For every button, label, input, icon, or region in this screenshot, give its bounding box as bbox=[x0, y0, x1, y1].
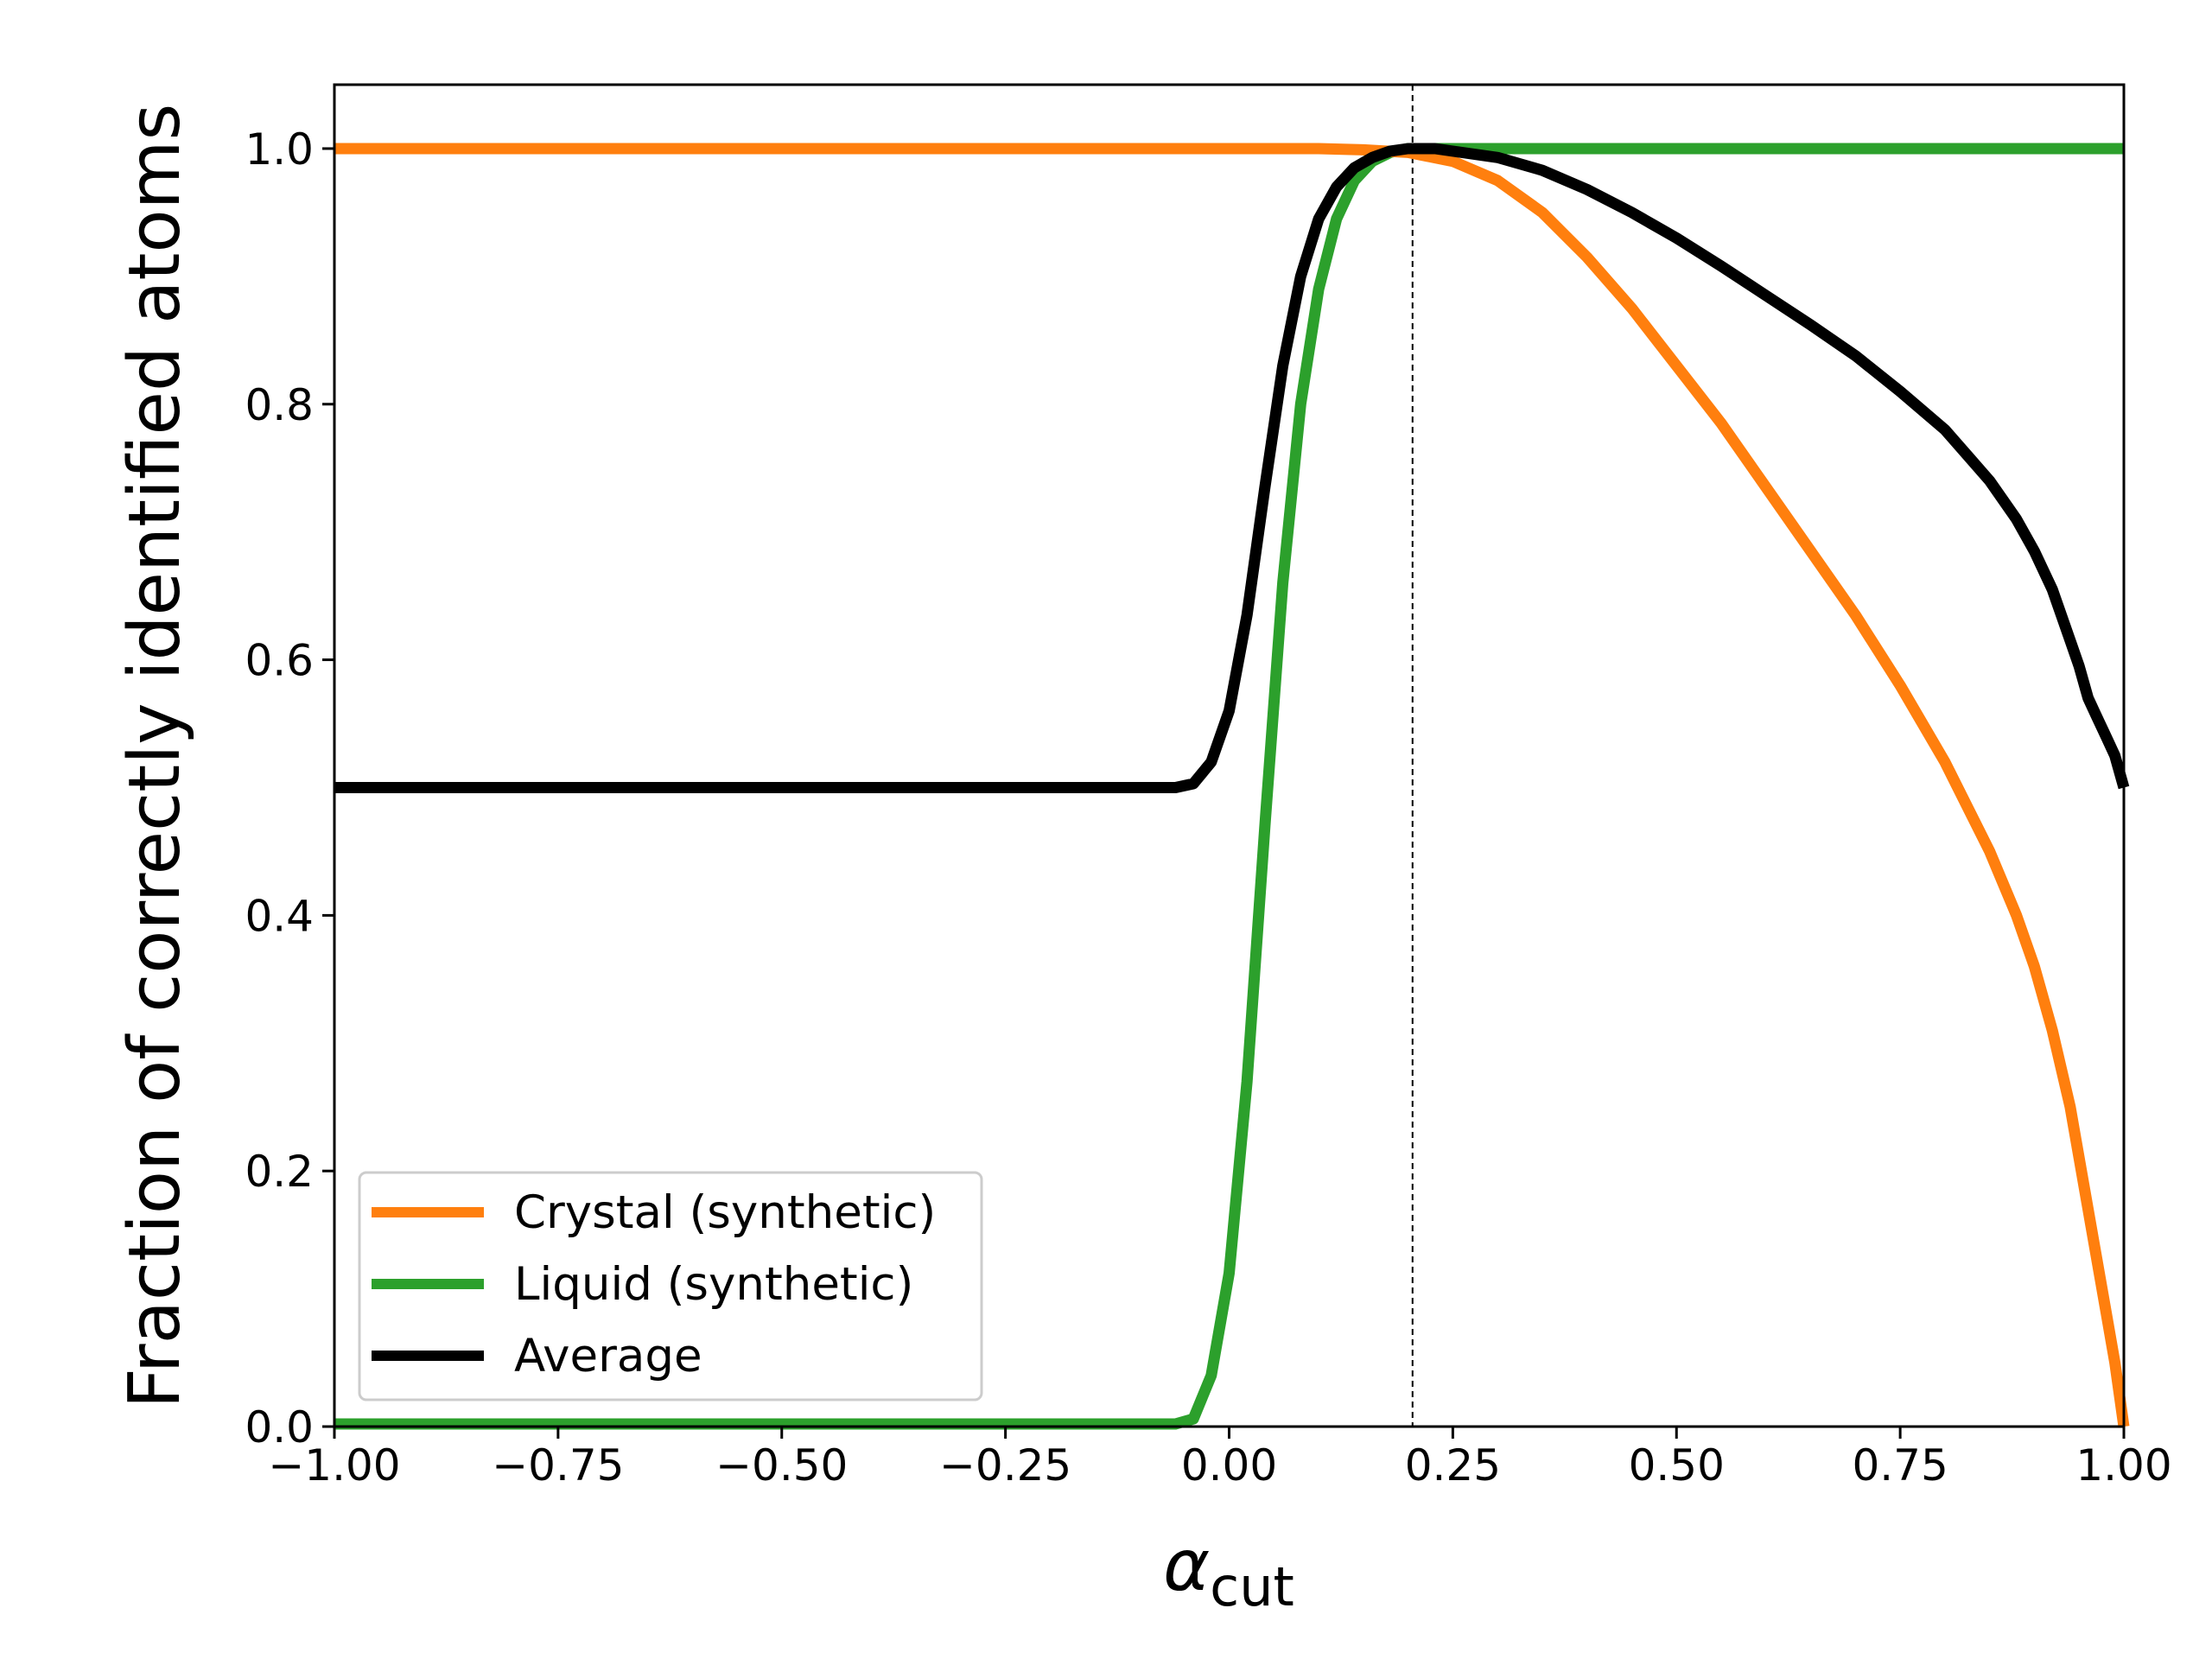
x-tick-label: 0.75 bbox=[1852, 1440, 1948, 1491]
x-tick-label: −0.25 bbox=[939, 1440, 1071, 1491]
y-tick-label: 1.0 bbox=[245, 124, 314, 175]
y-tick-label: 0.4 bbox=[245, 891, 314, 941]
x-axis: −1.00 −0.75 −0.50 −0.25 0.00 0.25 0.50 0.75 1.00 bbox=[268, 1427, 2172, 1491]
x-tick-label: −1.00 bbox=[268, 1440, 400, 1491]
x-tick-label: 0.25 bbox=[1405, 1440, 1501, 1491]
y-axis-label: Fraction of correctly identified atoms bbox=[114, 104, 196, 1409]
legend-label-crystal: Crystal (synthetic) bbox=[514, 1186, 936, 1239]
x-tick-label: −0.50 bbox=[715, 1440, 848, 1491]
y-tick-label: 0.6 bbox=[245, 636, 314, 686]
series-line-average bbox=[334, 143, 2130, 793]
legend: Crystal (synthetic) Liquid (synthetic) A… bbox=[358, 1171, 983, 1402]
legend-label-average: Average bbox=[514, 1330, 702, 1382]
x-axis-label-sub: cut bbox=[1210, 1555, 1294, 1618]
plot-area bbox=[334, 85, 2130, 1430]
legend-label-liquid: Liquid (synthetic) bbox=[514, 1258, 913, 1311]
x-axis-label-main: α bbox=[1163, 1525, 1210, 1607]
y-tick-label: 0.0 bbox=[245, 1402, 314, 1452]
y-tick-label: 0.8 bbox=[245, 380, 314, 430]
x-tick-label: 0.00 bbox=[1181, 1440, 1277, 1491]
y-axis: 0.0 0.2 0.4 0.6 0.8 1.0 bbox=[245, 124, 334, 1452]
x-axis-label: αcut bbox=[1163, 1525, 1294, 1618]
x-tick-label: 1.00 bbox=[2075, 1440, 2171, 1491]
y-tick-label: 0.2 bbox=[245, 1147, 314, 1197]
x-tick-label: −0.75 bbox=[492, 1440, 624, 1491]
x-tick-label: 0.50 bbox=[1629, 1440, 1725, 1491]
legend-frame bbox=[358, 1171, 983, 1402]
